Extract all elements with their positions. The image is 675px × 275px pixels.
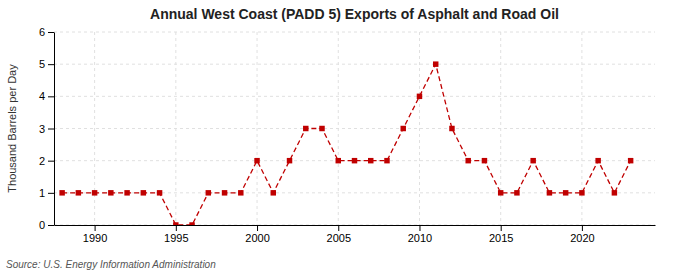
data-point bbox=[141, 190, 146, 195]
x-tick: 2010 bbox=[408, 225, 432, 244]
y-tick-label: 4 bbox=[39, 90, 45, 102]
x-tick: 2000 bbox=[245, 225, 269, 244]
x-tick: 2015 bbox=[489, 225, 513, 244]
y-tick-mark bbox=[48, 225, 54, 226]
x-grid-line bbox=[94, 32, 95, 225]
y-grid-line bbox=[54, 64, 655, 65]
data-point bbox=[157, 190, 162, 195]
y-axis-line bbox=[54, 33, 55, 226]
data-point bbox=[76, 190, 81, 195]
y-grid-line bbox=[54, 128, 655, 129]
data-point bbox=[612, 190, 617, 195]
x-tick-mark bbox=[95, 225, 96, 231]
x-tick-mark bbox=[338, 225, 339, 231]
data-point bbox=[579, 190, 584, 195]
y-tick: 0 bbox=[39, 219, 54, 231]
y-tick-label: 2 bbox=[39, 155, 45, 167]
data-point bbox=[547, 190, 552, 195]
x-tick-mark bbox=[582, 225, 583, 231]
y-tick-mark bbox=[48, 32, 54, 33]
data-point bbox=[400, 126, 405, 131]
y-tick-mark bbox=[48, 193, 54, 194]
y-tick: 3 bbox=[39, 123, 54, 135]
data-point bbox=[595, 158, 600, 163]
x-tick-mark bbox=[419, 225, 420, 231]
x-tick-mark bbox=[176, 225, 177, 231]
y-tick: 6 bbox=[39, 26, 54, 38]
data-point bbox=[108, 190, 113, 195]
data-point bbox=[59, 190, 64, 195]
data-point bbox=[271, 190, 276, 195]
x-tick-label: 2000 bbox=[245, 232, 269, 244]
data-point bbox=[628, 158, 633, 163]
y-grid-line bbox=[54, 225, 655, 226]
y-axis-title: Thousand Barrels per Day bbox=[6, 64, 18, 193]
y-tick-label: 5 bbox=[39, 58, 45, 70]
data-point bbox=[189, 222, 194, 225]
plot-area bbox=[59, 61, 633, 225]
data-point bbox=[124, 190, 129, 195]
data-point bbox=[173, 222, 178, 225]
y-tick-mark bbox=[48, 64, 54, 65]
data-point bbox=[303, 126, 308, 131]
x-tick-label: 2020 bbox=[570, 232, 594, 244]
data-point bbox=[514, 190, 519, 195]
x-tick: 1995 bbox=[164, 225, 188, 244]
y-grid-line bbox=[54, 96, 655, 97]
y-tick: 1 bbox=[39, 187, 54, 199]
y-tick-label: 0 bbox=[39, 219, 45, 231]
x-tick: 2005 bbox=[327, 225, 351, 244]
data-point bbox=[254, 158, 259, 163]
y-tick: 2 bbox=[39, 155, 54, 167]
data-point bbox=[482, 158, 487, 163]
chart-title: Annual West Coast (PADD 5) Exports of As… bbox=[150, 6, 559, 22]
data-point bbox=[238, 190, 243, 195]
x-tick: 1990 bbox=[83, 225, 107, 244]
y-tick-mark bbox=[48, 161, 54, 162]
data-point bbox=[498, 190, 503, 195]
x-tick-mark bbox=[257, 225, 258, 231]
data-point bbox=[465, 158, 470, 163]
y-grid-line bbox=[54, 32, 655, 33]
x-grid-line bbox=[419, 32, 420, 225]
y-tick: 4 bbox=[39, 90, 54, 102]
y-tick-mark bbox=[48, 96, 54, 97]
x-axis-line bbox=[55, 225, 656, 226]
source-note: Source: U.S. Energy Information Administ… bbox=[6, 259, 216, 270]
data-point bbox=[384, 158, 389, 163]
data-point bbox=[92, 190, 97, 195]
y-tick-label: 6 bbox=[39, 26, 45, 38]
x-tick: 2020 bbox=[570, 225, 594, 244]
x-tick-label: 2015 bbox=[489, 232, 513, 244]
x-tick-label: 2010 bbox=[408, 232, 432, 244]
x-tick-mark bbox=[501, 225, 502, 231]
data-point bbox=[352, 158, 357, 163]
data-point bbox=[433, 61, 438, 66]
x-tick-label: 2005 bbox=[327, 232, 351, 244]
data-point bbox=[530, 158, 535, 163]
data-point bbox=[368, 158, 373, 163]
y-tick-mark bbox=[48, 129, 54, 130]
x-grid-line bbox=[257, 32, 258, 225]
x-axis: 1990 1995 2000 2005 2010 2015 2020 bbox=[55, 225, 656, 244]
data-point bbox=[287, 158, 292, 163]
data-point bbox=[222, 190, 227, 195]
y-tick-label: 3 bbox=[39, 123, 45, 135]
chart: 1990 1995 2000 2005 2010 2015 2020 0 1 2 3 4 5 6 Annua… bbox=[0, 0, 675, 275]
data-line bbox=[62, 64, 631, 225]
data-point bbox=[206, 190, 211, 195]
y-tick: 5 bbox=[39, 58, 54, 70]
x-tick-label: 1990 bbox=[83, 232, 107, 244]
y-axis: 0 1 2 3 4 5 6 bbox=[39, 26, 55, 231]
data-point bbox=[417, 94, 422, 99]
y-tick-label: 1 bbox=[39, 187, 45, 199]
data-point bbox=[563, 190, 568, 195]
data-point bbox=[449, 126, 454, 131]
data-point bbox=[336, 158, 341, 163]
grid bbox=[54, 32, 655, 225]
data-point bbox=[319, 126, 324, 131]
x-tick-label: 1995 bbox=[164, 232, 188, 244]
